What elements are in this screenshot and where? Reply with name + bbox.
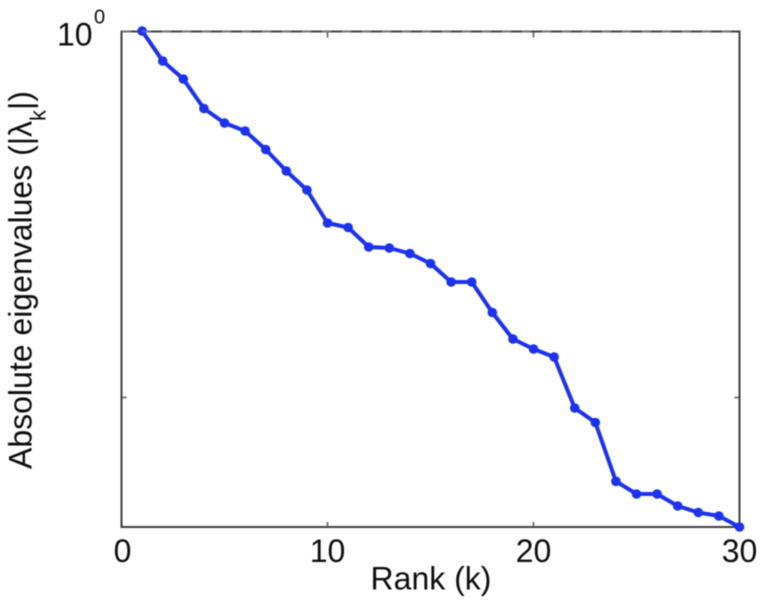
- svg-text:10: 10: [57, 16, 93, 52]
- svg-text:0: 0: [114, 533, 132, 569]
- svg-text:Rank (k): Rank (k): [371, 560, 492, 596]
- svg-text:0: 0: [94, 6, 105, 28]
- svg-text:10: 10: [310, 533, 346, 569]
- svg-text:30: 30: [722, 533, 758, 569]
- svg-text:20: 20: [516, 533, 552, 569]
